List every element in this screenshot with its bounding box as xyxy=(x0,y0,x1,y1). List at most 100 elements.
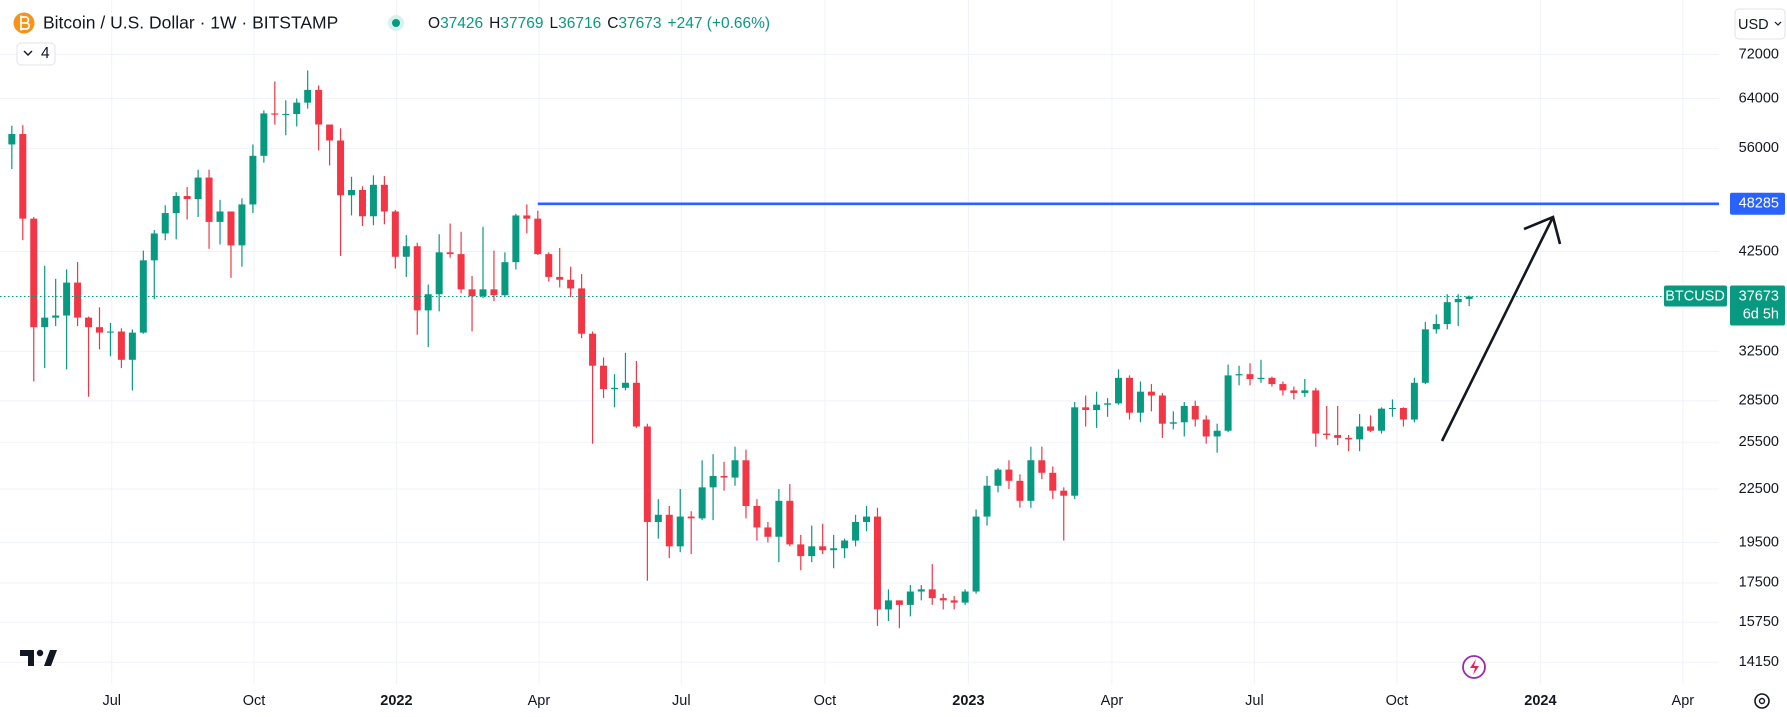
candle-body xyxy=(939,598,947,601)
candle-body xyxy=(435,252,443,295)
candle-body xyxy=(632,382,640,427)
candle-body xyxy=(446,252,454,255)
market-status-dot xyxy=(392,19,400,27)
candle-body xyxy=(665,514,673,547)
countdown-label: 6d 5h xyxy=(1743,306,1779,322)
candle-body xyxy=(841,540,849,549)
axes: 14150 15750 17500 19500 22500 25500 28500 32500… xyxy=(102,46,1785,709)
candles xyxy=(0,70,1719,629)
candle-body xyxy=(1071,407,1079,496)
candle-body xyxy=(731,460,739,478)
y-tick-label: 28500 xyxy=(1739,393,1779,409)
candle-body xyxy=(194,177,202,200)
candle-body xyxy=(972,516,980,592)
candle-body xyxy=(457,254,465,290)
last-price-label: 37673 xyxy=(1739,288,1779,304)
candle-body xyxy=(260,113,268,156)
candle-body xyxy=(1202,419,1210,437)
candle-body xyxy=(895,600,903,605)
trend-arrow xyxy=(1440,216,1555,442)
x-tick-label: Oct xyxy=(814,693,837,709)
grid xyxy=(0,0,1719,684)
candle-body xyxy=(643,426,651,522)
candle-body xyxy=(1388,407,1396,409)
candle-body xyxy=(852,521,860,541)
candle-body xyxy=(786,500,794,545)
candle-body xyxy=(687,516,695,519)
indicator-toggle[interactable] xyxy=(16,42,56,66)
symbol-title: Bitcoin / U.S. Dollar · 1W · BITSTAMP xyxy=(43,13,338,33)
candle-body xyxy=(1224,375,1232,431)
lightning-icon xyxy=(1470,659,1479,675)
candle-body xyxy=(161,213,169,234)
candle-body xyxy=(150,233,158,261)
candle-body xyxy=(797,544,805,557)
candle-body xyxy=(227,211,235,246)
candle-body xyxy=(74,282,82,318)
candle-body xyxy=(216,211,224,222)
candle-body xyxy=(873,516,881,610)
x-tick-label: Jul xyxy=(1245,693,1264,709)
candle-body xyxy=(775,500,783,537)
candle-body xyxy=(994,469,1002,486)
y-tick-label: 32500 xyxy=(1739,343,1779,359)
candle-body xyxy=(30,218,38,328)
bitcoin-glyph xyxy=(20,15,30,31)
candle-body xyxy=(1432,323,1440,330)
y-tick-label: 42500 xyxy=(1739,243,1779,259)
candle-body xyxy=(884,600,892,610)
x-tick-label: Apr xyxy=(528,693,551,709)
candle-body xyxy=(501,262,509,296)
candle-body xyxy=(1049,472,1057,491)
candle-body xyxy=(534,218,542,255)
candle-body xyxy=(1136,391,1144,413)
candle-body xyxy=(85,317,93,328)
y-tick-label: 56000 xyxy=(1739,140,1779,156)
candle-body xyxy=(1005,469,1013,481)
ohlc-letter: C xyxy=(607,15,618,32)
candle-body xyxy=(402,246,410,257)
candle-body xyxy=(1246,374,1254,380)
candle-body xyxy=(709,475,717,488)
candle-body xyxy=(917,589,925,592)
currency-button[interactable] xyxy=(1734,8,1786,40)
logo-part xyxy=(44,650,57,666)
ohlc-change: +247 (+0.66%) xyxy=(668,15,771,32)
candle-body xyxy=(906,591,914,605)
candle-body xyxy=(742,460,750,506)
x-tick-label: Apr xyxy=(1672,693,1695,709)
candle-body xyxy=(1323,433,1331,436)
level-price-label: 48285 xyxy=(1739,196,1779,212)
settings-button[interactable] xyxy=(1754,693,1770,709)
y-tick-label: 64000 xyxy=(1739,90,1779,106)
candle-body xyxy=(523,215,531,219)
candle-body xyxy=(1147,391,1155,396)
candle-body xyxy=(950,600,958,603)
candle-body xyxy=(106,331,114,333)
candle-body xyxy=(139,260,147,333)
candle-body xyxy=(556,276,564,280)
candle-body xyxy=(1213,430,1221,437)
x-tick-label: 2024 xyxy=(1524,693,1556,709)
x-tick-label: 2023 xyxy=(952,693,984,709)
candle-body xyxy=(1104,403,1112,405)
candle-body xyxy=(315,89,323,125)
symbol-label: BTCUSD xyxy=(1665,288,1725,304)
candle-body xyxy=(271,113,279,115)
candle-body xyxy=(698,487,706,519)
candle-body xyxy=(52,315,60,318)
candle-body xyxy=(764,527,772,537)
candle-body xyxy=(1115,377,1123,404)
candle-body xyxy=(369,184,377,217)
candle-body xyxy=(479,289,487,297)
x-tick-label: 2022 xyxy=(380,693,412,709)
indicator-count: 4 xyxy=(41,45,50,62)
candle-body xyxy=(249,155,257,205)
candle-body xyxy=(95,327,103,333)
candle-body xyxy=(1027,460,1035,501)
candle-body xyxy=(8,134,16,145)
lightning-button[interactable] xyxy=(1462,655,1486,679)
chevron-icon xyxy=(23,50,33,56)
candle-body xyxy=(654,514,662,522)
